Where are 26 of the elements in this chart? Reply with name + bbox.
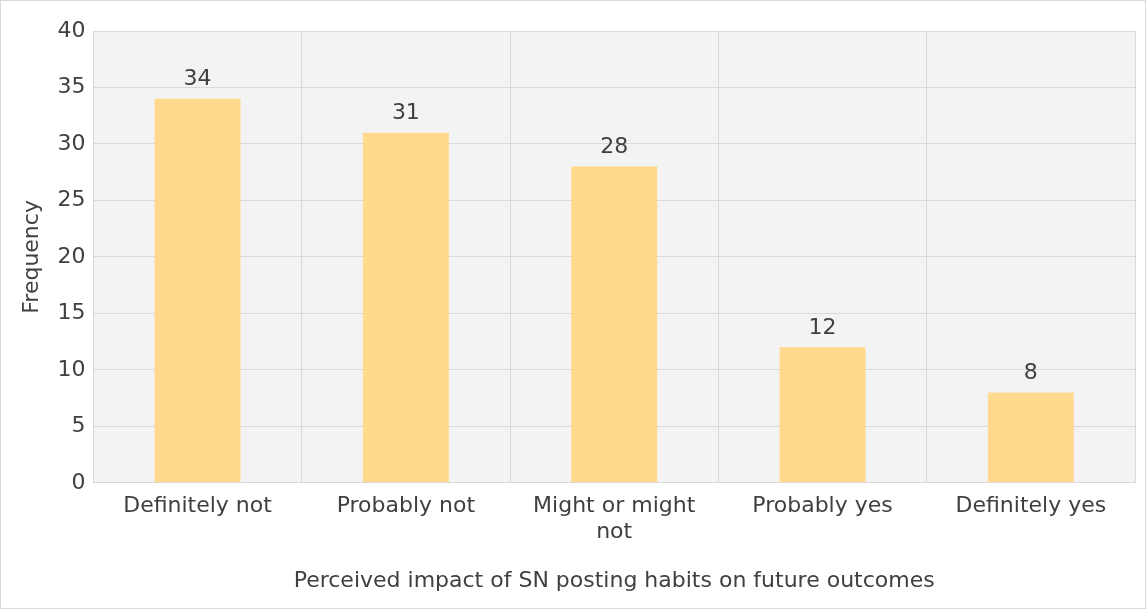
bar xyxy=(571,166,658,483)
y-tick-label: 10 xyxy=(57,355,86,381)
data-label: 34 xyxy=(183,65,212,91)
data-label: 28 xyxy=(600,133,629,159)
bar xyxy=(362,132,449,483)
y-tick-label: 5 xyxy=(71,412,86,438)
y-tick-label: 0 xyxy=(71,468,86,494)
y-tick-label: 35 xyxy=(57,73,86,99)
bar xyxy=(779,347,866,483)
data-label: 31 xyxy=(391,99,420,125)
x-tick-label: Definitely yes xyxy=(955,491,1107,517)
y-tick-label: 15 xyxy=(57,299,86,325)
data-label: 12 xyxy=(808,313,837,339)
x-tick-label: Probably not xyxy=(336,491,476,517)
bar xyxy=(154,98,241,483)
y-tick-label: 25 xyxy=(57,186,86,212)
y-axis-title: Frequency xyxy=(17,200,43,314)
x-tick-label: Might or might not xyxy=(533,491,696,544)
y-tick-label: 40 xyxy=(57,16,86,42)
x-tick-label: Probably yes xyxy=(752,491,893,517)
y-tick-label: 30 xyxy=(57,129,86,155)
x-tick-label: Definitely not xyxy=(123,491,273,517)
bar xyxy=(987,392,1074,483)
data-label: 8 xyxy=(1023,359,1038,385)
y-tick-label: 20 xyxy=(57,242,86,268)
x-axis-title: Perceived impact of SN posting habits on future outcomes xyxy=(293,566,935,592)
